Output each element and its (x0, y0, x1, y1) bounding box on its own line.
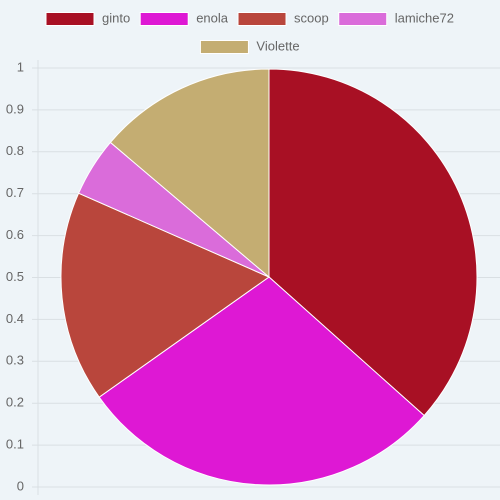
legend-swatch (338, 12, 388, 26)
pie-slice (268, 68, 478, 417)
y-tick-label: 0.1 (6, 437, 24, 452)
legend-swatch (199, 40, 249, 54)
legend-swatch (139, 12, 189, 26)
y-tick-label: 0.2 (6, 395, 24, 410)
legend-label: lamiche72 (395, 10, 454, 25)
y-tick-label: 0.3 (6, 353, 24, 368)
y-tick-label: 0 (17, 478, 24, 493)
pie-slice (109, 68, 270, 279)
y-tick-label: 0.5 (6, 269, 24, 284)
y-tick-label: 0.4 (6, 311, 24, 326)
legend-label: enola (196, 10, 229, 25)
y-tick-label: 0.6 (6, 227, 24, 242)
y-tick-label: 0.9 (6, 101, 24, 116)
pie-slice (60, 192, 271, 398)
legend-label: ginto (102, 10, 130, 25)
legend-swatch (45, 12, 95, 26)
y-tick-label: 0.7 (6, 185, 24, 200)
legend-label: Violette (256, 38, 299, 53)
legend-swatch (237, 12, 287, 26)
legend-label: scoop (294, 10, 329, 25)
y-tick-label: 1 (17, 59, 24, 74)
y-tick-label: 0.8 (6, 143, 24, 158)
pie-slice (98, 276, 425, 486)
